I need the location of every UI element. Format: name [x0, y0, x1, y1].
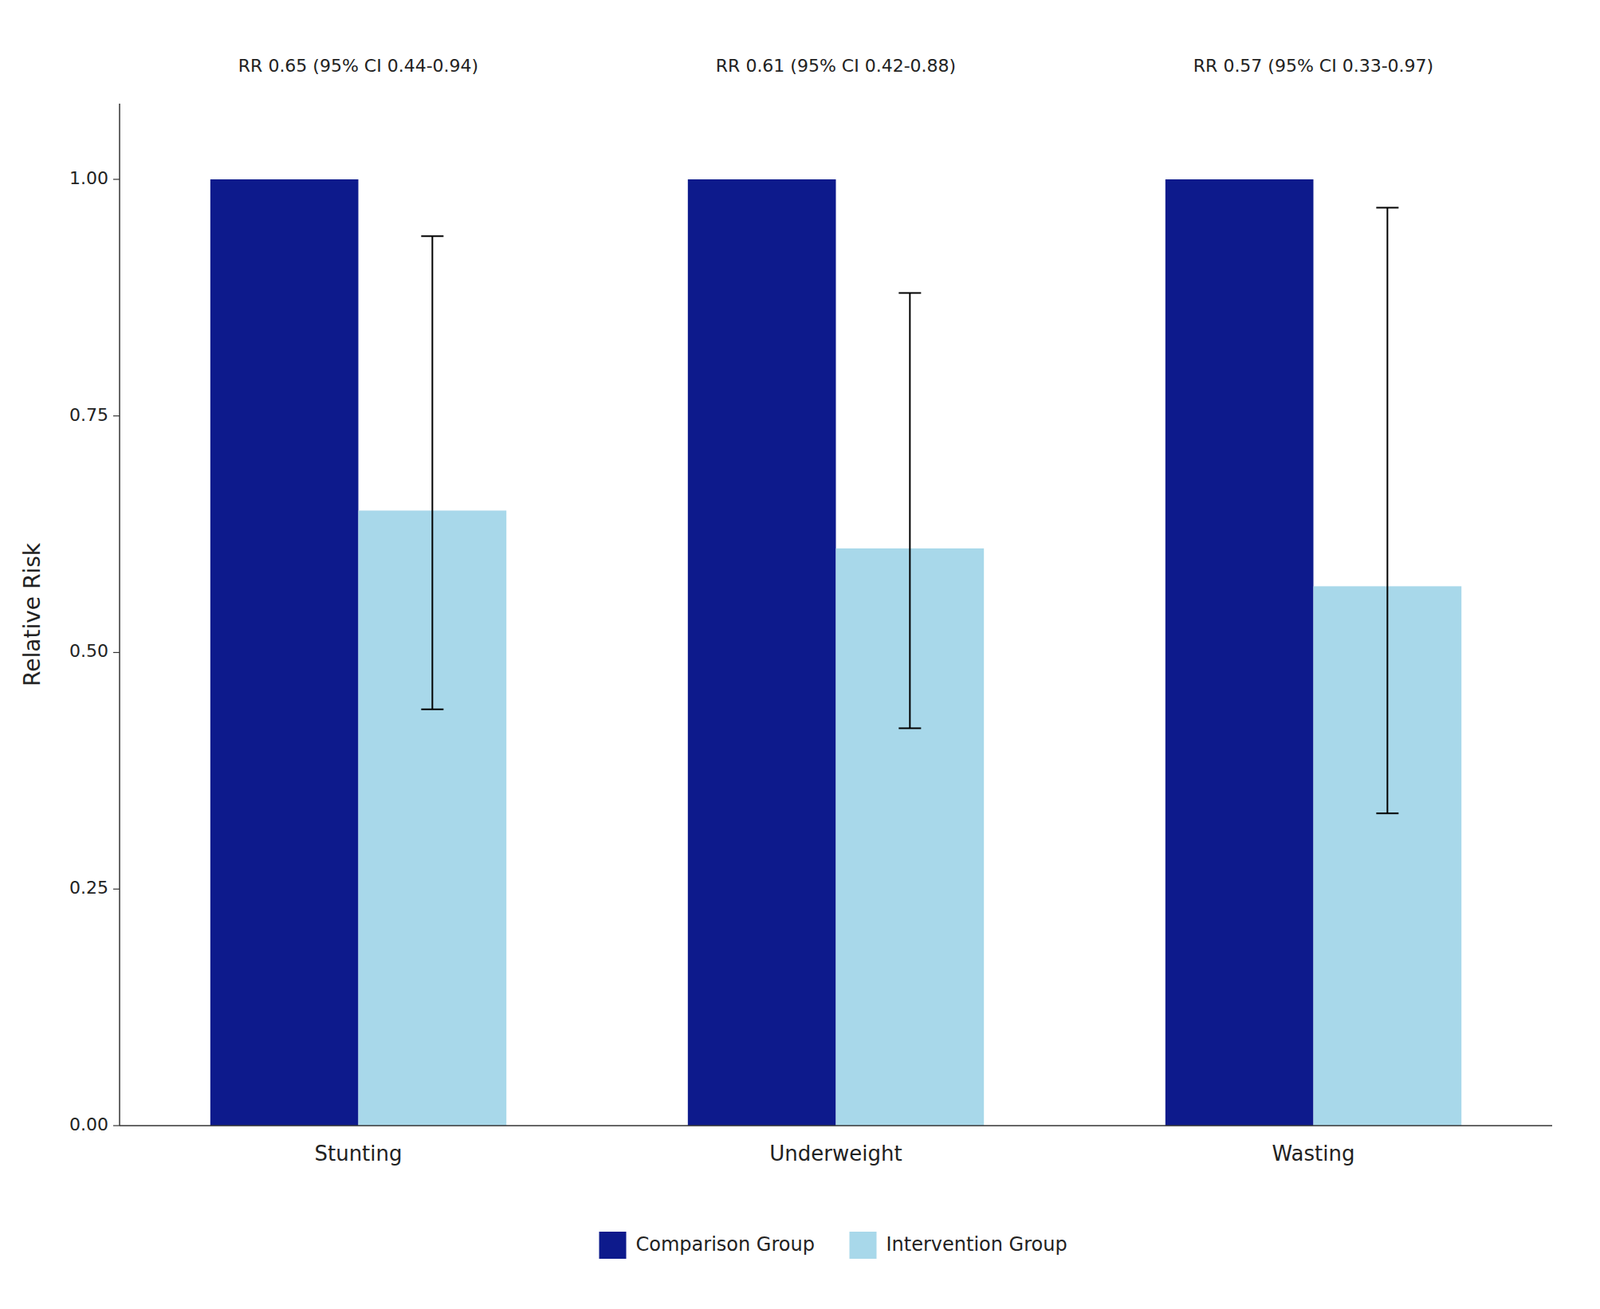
error-bar — [898, 292, 921, 728]
legend-swatch — [599, 1231, 627, 1259]
y-tick — [113, 652, 120, 653]
x-tick-label: Stunting — [314, 1141, 402, 1166]
error-bar — [1375, 208, 1399, 814]
y-tick — [113, 888, 120, 890]
chart-container: 0.00 0.25 0.50 0.75 1.00 Stunting Underweight W… — [0, 0, 1600, 1309]
legend: Comparison Group Intervention Group — [599, 1231, 1068, 1259]
error-bar — [420, 235, 444, 710]
y-axis-label: Relative Risk — [19, 542, 46, 687]
legend-swatch — [849, 1231, 877, 1259]
bar — [687, 179, 837, 1126]
plot-area — [210, 179, 1462, 1126]
y-tick — [113, 415, 120, 417]
legend-label: Comparison Group — [636, 1233, 815, 1256]
y-tick-label: 0.00 — [69, 1114, 109, 1135]
y-tick-label: 0.25 — [69, 877, 109, 898]
y-tick — [113, 178, 120, 180]
bar — [1165, 179, 1314, 1126]
legend-label: Intervention Group — [886, 1233, 1068, 1256]
y-axis-line — [118, 103, 121, 1126]
annotation: RR 0.65 (95% CI 0.44-0.94) — [238, 55, 479, 76]
chart-svg: 0.00 0.25 0.50 0.75 1.00 Stunting Underweight W… — [0, 0, 1600, 1309]
x-tick-label: Underweight — [769, 1141, 902, 1166]
annotation: RR 0.61 (95% CI 0.42-0.88) — [715, 55, 956, 76]
x-axis-line — [119, 1124, 1553, 1127]
annotation: RR 0.57 (95% CI 0.33-0.97) — [1193, 55, 1434, 76]
y-tick-label: 0.50 — [69, 640, 109, 661]
y-tick-label: 0.75 — [69, 404, 109, 425]
x-tick-label: Wasting — [1272, 1141, 1356, 1166]
bar — [210, 179, 359, 1126]
y-tick — [113, 1124, 120, 1126]
y-tick-label: 1.00 — [69, 168, 109, 189]
